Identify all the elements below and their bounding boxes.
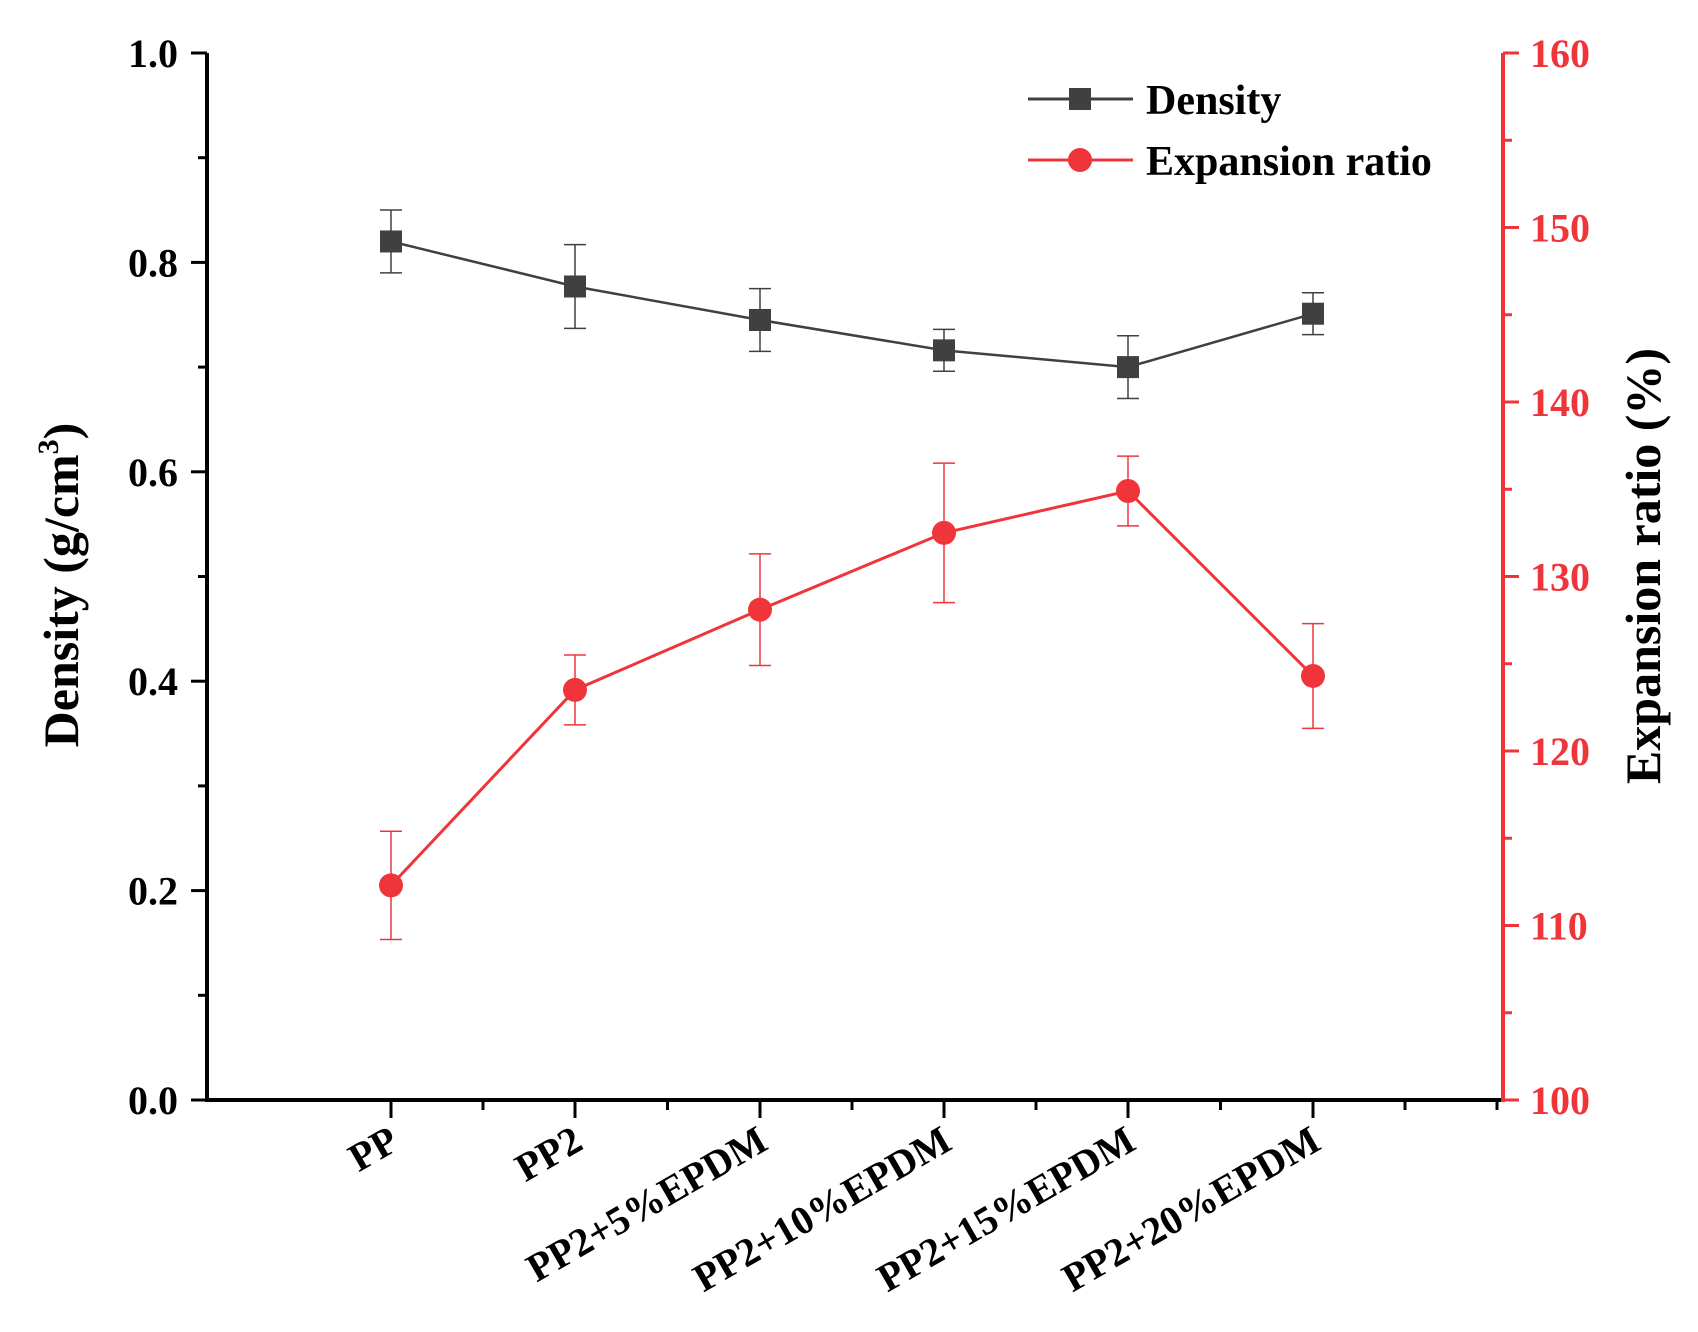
right-tick-label: 160 bbox=[1530, 31, 1590, 76]
right-tick-label: 110 bbox=[1530, 904, 1588, 949]
series-line bbox=[390, 240, 1314, 369]
left-axis-title: Density (g/cm3) bbox=[32, 423, 89, 748]
left-tick-label: 0.2 bbox=[128, 869, 178, 914]
right-tick-label: 150 bbox=[1530, 206, 1590, 251]
series-density bbox=[380, 209, 1324, 400]
left-tick-label: 0.0 bbox=[128, 1078, 178, 1123]
data-point bbox=[380, 230, 402, 253]
data-point bbox=[748, 597, 772, 622]
legend-expansion-marker bbox=[1068, 148, 1092, 172]
data-point bbox=[1116, 478, 1140, 503]
right-tick-label: 120 bbox=[1530, 729, 1590, 774]
data-point bbox=[1301, 663, 1325, 688]
data-point bbox=[379, 873, 403, 898]
series-expansion-ratio bbox=[379, 455, 1325, 941]
series-layer bbox=[379, 209, 1325, 941]
data-point bbox=[1117, 356, 1139, 379]
legend: Density Expansion ratio bbox=[1028, 78, 1432, 185]
right-tick-label: 140 bbox=[1530, 380, 1590, 425]
left-axis-title-main: Density (g/cm bbox=[33, 454, 89, 747]
left-axis-title-tail: ) bbox=[33, 423, 89, 440]
data-point bbox=[1302, 302, 1324, 325]
legend-expansion-label: Expansion ratio bbox=[1146, 139, 1432, 185]
right-axis-title: Expansion ratio (%) bbox=[1615, 348, 1671, 784]
right-axis-ticks: 100 110 120 130 140 150 160 bbox=[1503, 31, 1590, 1123]
legend-density-marker bbox=[1069, 88, 1091, 110]
data-point bbox=[933, 339, 955, 362]
data-point bbox=[749, 308, 771, 331]
left-tick-label: 0.6 bbox=[128, 450, 178, 495]
x-tick-label: PP bbox=[341, 1117, 406, 1180]
x-tick-label: PP2 bbox=[507, 1117, 589, 1190]
data-point bbox=[563, 677, 587, 702]
left-axis-ticks: 0.0 0.2 0.4 0.6 0.8 1.0 bbox=[128, 31, 207, 1123]
left-axis-title-sup: 3 bbox=[32, 439, 65, 454]
right-tick-label: 130 bbox=[1530, 555, 1590, 600]
right-tick-label: 100 bbox=[1530, 1078, 1590, 1123]
x-axis-ticks: PP PP2PP2+5%EPDMPP2+10%EPDMPP2+15%EPDMPP2… bbox=[341, 1100, 1499, 1301]
left-tick-label: 0.8 bbox=[128, 240, 178, 285]
legend-density-label: Density bbox=[1146, 78, 1281, 124]
data-point bbox=[564, 275, 586, 298]
data-point bbox=[932, 520, 956, 545]
series-line bbox=[389, 489, 1315, 887]
left-tick-label: 0.4 bbox=[128, 659, 178, 704]
left-tick-label: 1.0 bbox=[128, 31, 178, 76]
